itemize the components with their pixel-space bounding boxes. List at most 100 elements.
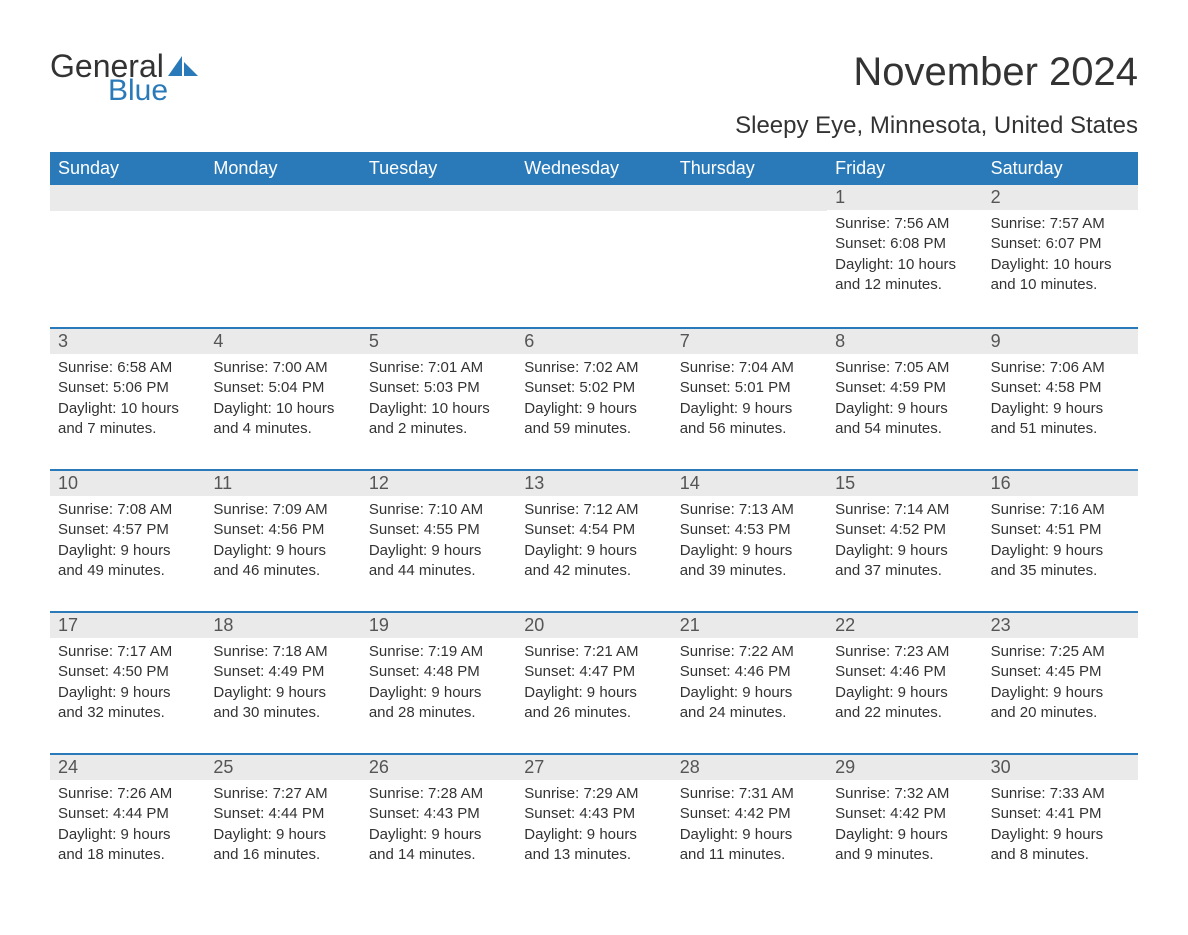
day-number: 20 (516, 611, 671, 638)
sunset-line: Sunset: 4:52 PM (835, 520, 974, 540)
sunrise-line: Sunrise: 7:57 AM (991, 214, 1130, 234)
day-body: Sunrise: 7:01 AMSunset: 5:03 PMDaylight:… (361, 354, 516, 449)
day-number: 27 (516, 753, 671, 780)
daylight-line: Daylight: 9 hours and 39 minutes. (680, 541, 819, 582)
day-body: Sunrise: 7:08 AMSunset: 4:57 PMDaylight:… (50, 496, 205, 591)
sunset-line: Sunset: 4:59 PM (835, 378, 974, 398)
day-body: Sunrise: 7:17 AMSunset: 4:50 PMDaylight:… (50, 638, 205, 733)
sunrise-line: Sunrise: 7:13 AM (680, 500, 819, 520)
day-number: 25 (205, 753, 360, 780)
sunrise-line: Sunrise: 7:56 AM (835, 214, 974, 234)
daylight-line: Daylight: 9 hours and 42 minutes. (524, 541, 663, 582)
daylight-line: Daylight: 9 hours and 8 minutes. (991, 825, 1130, 866)
day-body: Sunrise: 7:14 AMSunset: 4:52 PMDaylight:… (827, 496, 982, 591)
day-body: Sunrise: 7:10 AMSunset: 4:55 PMDaylight:… (361, 496, 516, 591)
empty-cell (50, 185, 205, 327)
sunset-line: Sunset: 4:53 PM (680, 520, 819, 540)
sunrise-line: Sunrise: 7:09 AM (213, 500, 352, 520)
day-number: 19 (361, 611, 516, 638)
day-number: 13 (516, 469, 671, 496)
sunrise-line: Sunrise: 7:19 AM (369, 642, 508, 662)
day-body: Sunrise: 7:22 AMSunset: 4:46 PMDaylight:… (672, 638, 827, 733)
sunrise-line: Sunrise: 7:10 AM (369, 500, 508, 520)
day-cell: 7Sunrise: 7:04 AMSunset: 5:01 PMDaylight… (672, 327, 827, 469)
sunset-line: Sunset: 5:03 PM (369, 378, 508, 398)
daylight-line: Daylight: 9 hours and 28 minutes. (369, 683, 508, 724)
sunset-line: Sunset: 4:58 PM (991, 378, 1130, 398)
daylight-line: Daylight: 9 hours and 54 minutes. (835, 399, 974, 440)
day-number: 3 (50, 327, 205, 354)
day-body: Sunrise: 7:04 AMSunset: 5:01 PMDaylight:… (672, 354, 827, 449)
day-number: 7 (672, 327, 827, 354)
daylight-line: Daylight: 9 hours and 32 minutes. (58, 683, 197, 724)
day-body: Sunrise: 7:16 AMSunset: 4:51 PMDaylight:… (983, 496, 1138, 591)
sunset-line: Sunset: 4:50 PM (58, 662, 197, 682)
day-cell: 16Sunrise: 7:16 AMSunset: 4:51 PMDayligh… (983, 469, 1138, 611)
sunset-line: Sunset: 4:44 PM (213, 804, 352, 824)
daylight-line: Daylight: 9 hours and 59 minutes. (524, 399, 663, 440)
sunrise-line: Sunrise: 7:16 AM (991, 500, 1130, 520)
daylight-line: Daylight: 10 hours and 12 minutes. (835, 255, 974, 296)
daylight-line: Daylight: 9 hours and 30 minutes. (213, 683, 352, 724)
sunset-line: Sunset: 4:47 PM (524, 662, 663, 682)
day-body: Sunrise: 7:29 AMSunset: 4:43 PMDaylight:… (516, 780, 671, 875)
dow-header: Monday (205, 152, 360, 185)
daylight-line: Daylight: 9 hours and 11 minutes. (680, 825, 819, 866)
day-cell: 17Sunrise: 7:17 AMSunset: 4:50 PMDayligh… (50, 611, 205, 753)
daylight-line: Daylight: 9 hours and 46 minutes. (213, 541, 352, 582)
day-body: Sunrise: 7:26 AMSunset: 4:44 PMDaylight:… (50, 780, 205, 875)
daylight-line: Daylight: 9 hours and 26 minutes. (524, 683, 663, 724)
sunrise-line: Sunrise: 7:31 AM (680, 784, 819, 804)
day-body: Sunrise: 7:09 AMSunset: 4:56 PMDaylight:… (205, 496, 360, 591)
daylight-line: Daylight: 9 hours and 44 minutes. (369, 541, 508, 582)
day-cell: 22Sunrise: 7:23 AMSunset: 4:46 PMDayligh… (827, 611, 982, 753)
sunset-line: Sunset: 4:44 PM (58, 804, 197, 824)
sunrise-line: Sunrise: 7:21 AM (524, 642, 663, 662)
daylight-line: Daylight: 9 hours and 37 minutes. (835, 541, 974, 582)
sunrise-line: Sunrise: 7:08 AM (58, 500, 197, 520)
sunset-line: Sunset: 4:57 PM (58, 520, 197, 540)
day-body: Sunrise: 7:33 AMSunset: 4:41 PMDaylight:… (983, 780, 1138, 875)
day-cell: 13Sunrise: 7:12 AMSunset: 4:54 PMDayligh… (516, 469, 671, 611)
day-number: 5 (361, 327, 516, 354)
day-number: 16 (983, 469, 1138, 496)
sunset-line: Sunset: 4:51 PM (991, 520, 1130, 540)
daylight-line: Daylight: 9 hours and 9 minutes. (835, 825, 974, 866)
sunset-line: Sunset: 4:55 PM (369, 520, 508, 540)
day-cell: 27Sunrise: 7:29 AMSunset: 4:43 PMDayligh… (516, 753, 671, 895)
sunrise-line: Sunrise: 6:58 AM (58, 358, 197, 378)
sunrise-line: Sunrise: 7:17 AM (58, 642, 197, 662)
sunrise-line: Sunrise: 7:22 AM (680, 642, 819, 662)
sunset-line: Sunset: 4:46 PM (680, 662, 819, 682)
day-number: 26 (361, 753, 516, 780)
sunrise-line: Sunrise: 7:25 AM (991, 642, 1130, 662)
sunrise-line: Sunrise: 7:14 AM (835, 500, 974, 520)
sunset-line: Sunset: 5:01 PM (680, 378, 819, 398)
day-number: 23 (983, 611, 1138, 638)
day-number: 12 (361, 469, 516, 496)
day-body: Sunrise: 7:21 AMSunset: 4:47 PMDaylight:… (516, 638, 671, 733)
day-cell: 20Sunrise: 7:21 AMSunset: 4:47 PMDayligh… (516, 611, 671, 753)
sunrise-line: Sunrise: 7:27 AM (213, 784, 352, 804)
sunset-line: Sunset: 4:42 PM (680, 804, 819, 824)
dow-header: Friday (827, 152, 982, 185)
day-body: Sunrise: 7:27 AMSunset: 4:44 PMDaylight:… (205, 780, 360, 875)
day-number: 10 (50, 469, 205, 496)
day-cell: 3Sunrise: 6:58 AMSunset: 5:06 PMDaylight… (50, 327, 205, 469)
sunrise-line: Sunrise: 7:04 AM (680, 358, 819, 378)
day-body: Sunrise: 7:32 AMSunset: 4:42 PMDaylight:… (827, 780, 982, 875)
day-body: Sunrise: 7:57 AMSunset: 6:07 PMDaylight:… (983, 210, 1138, 305)
sunrise-line: Sunrise: 7:05 AM (835, 358, 974, 378)
day-number: 6 (516, 327, 671, 354)
daylight-line: Daylight: 10 hours and 4 minutes. (213, 399, 352, 440)
day-number: 17 (50, 611, 205, 638)
day-number (205, 185, 360, 211)
day-body: Sunrise: 7:28 AMSunset: 4:43 PMDaylight:… (361, 780, 516, 875)
daylight-line: Daylight: 9 hours and 13 minutes. (524, 825, 663, 866)
sail-icon (168, 54, 198, 80)
day-cell: 23Sunrise: 7:25 AMSunset: 4:45 PMDayligh… (983, 611, 1138, 753)
daylight-line: Daylight: 9 hours and 35 minutes. (991, 541, 1130, 582)
dow-header: Thursday (672, 152, 827, 185)
day-cell: 30Sunrise: 7:33 AMSunset: 4:41 PMDayligh… (983, 753, 1138, 895)
daylight-line: Daylight: 9 hours and 14 minutes. (369, 825, 508, 866)
